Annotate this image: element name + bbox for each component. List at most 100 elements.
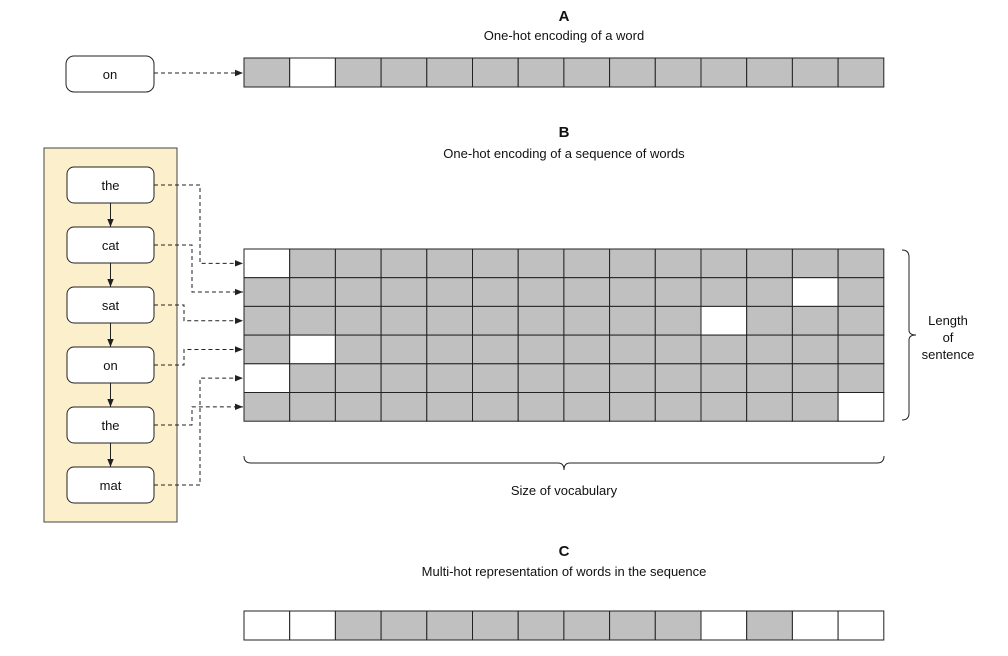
sequence-words: the cat sat on the mat xyxy=(66,166,155,504)
vector-c-cell xyxy=(426,610,473,641)
matrix-cell xyxy=(837,248,885,279)
section-c-title: Multi-hot representation of words in the… xyxy=(422,564,707,579)
matrix-cell xyxy=(472,305,519,336)
matrix-cell xyxy=(472,248,519,279)
vector-c-cell xyxy=(654,610,702,641)
section-b-letter: B xyxy=(559,124,570,141)
vector-a-cell xyxy=(243,57,291,88)
matrix-cell xyxy=(380,392,428,422)
matrix-cell xyxy=(609,248,656,279)
matrix-cell xyxy=(563,305,611,336)
vector-a-cell xyxy=(517,57,565,88)
matrix-cell xyxy=(700,248,748,279)
matrix-cell xyxy=(563,392,611,422)
section-a-title: One-hot encoding of a word xyxy=(484,28,644,43)
matrix-cell xyxy=(334,363,382,393)
matrix-cell xyxy=(609,363,656,393)
vocab-bracket xyxy=(243,455,885,471)
vector-c-cell xyxy=(700,610,748,641)
matrix-cell xyxy=(472,392,519,422)
vector-c-cell xyxy=(746,610,793,641)
matrix-cell xyxy=(426,363,473,393)
vector-a-cell xyxy=(746,57,793,88)
matrix-cell xyxy=(609,392,656,422)
sequence-word: the xyxy=(101,418,119,433)
matrix-cell xyxy=(837,334,885,365)
sequence-word: sat xyxy=(102,298,120,313)
matrix-cell xyxy=(289,363,336,393)
word-to-row-arrow xyxy=(154,346,243,366)
vector-c-cell xyxy=(334,610,382,641)
matrix-cell xyxy=(517,277,565,307)
matrix-cell xyxy=(517,363,565,393)
word-to-row-arrow xyxy=(154,184,243,267)
matrix-cell xyxy=(243,277,291,307)
vector-a-cell xyxy=(609,57,656,88)
matrix-cell xyxy=(563,277,611,307)
matrix-cell xyxy=(791,363,839,393)
matrix-cell xyxy=(791,392,839,422)
matrix-cell xyxy=(746,248,793,279)
matrix-cell xyxy=(517,248,565,279)
matrix-cell xyxy=(517,305,565,336)
matrix-cell xyxy=(791,277,839,307)
matrix-cell xyxy=(654,277,702,307)
matrix-cell xyxy=(654,305,702,336)
matrix-cell xyxy=(654,334,702,365)
matrix-cell xyxy=(837,305,885,336)
sequence-arrows xyxy=(154,184,243,486)
matrix-cell xyxy=(563,248,611,279)
matrix-cell xyxy=(654,392,702,422)
matrix-cell xyxy=(609,277,656,307)
matrix-cell xyxy=(746,334,793,365)
word-box-on xyxy=(65,55,155,93)
section-a-letter: A xyxy=(559,8,570,25)
matrix-cell xyxy=(700,305,748,336)
word-to-row-arrow xyxy=(154,374,243,486)
matrix-cell xyxy=(791,334,839,365)
sequence-word: cat xyxy=(102,238,120,253)
matrix-cell xyxy=(289,248,336,279)
matrix-cell xyxy=(380,277,428,307)
matrix-cell xyxy=(746,363,793,393)
matrix-cell xyxy=(334,334,382,365)
matrix-cell xyxy=(563,334,611,365)
vector-a-cell xyxy=(563,57,611,88)
matrix-cell xyxy=(289,392,336,422)
length-label-line2: of xyxy=(943,330,954,345)
matrix-cell xyxy=(746,277,793,307)
matrix-cell xyxy=(746,392,793,422)
matrix-cell xyxy=(746,305,793,336)
matrix-cell xyxy=(380,334,428,365)
length-label-line3: sentence xyxy=(922,347,975,362)
vector-c-cell xyxy=(609,610,656,641)
matrix-cell xyxy=(700,277,748,307)
matrix-cell xyxy=(380,248,428,279)
matrix-cell xyxy=(334,305,382,336)
vector-c-cell xyxy=(472,610,519,641)
matrix-cell xyxy=(243,334,291,365)
vocab-label: Size of vocabulary xyxy=(511,483,618,498)
matrix-cell xyxy=(700,363,748,393)
matrix-cell xyxy=(472,277,519,307)
matrix-cell xyxy=(243,392,291,422)
vector-a-cell xyxy=(334,57,382,88)
matrix-cell xyxy=(243,363,291,393)
matrix-cell xyxy=(791,248,839,279)
section-b-matrix xyxy=(243,248,885,422)
matrix-cell xyxy=(609,334,656,365)
matrix-cell xyxy=(700,392,748,422)
matrix-cell xyxy=(654,363,702,393)
matrix-cell xyxy=(517,392,565,422)
word-to-row-arrow xyxy=(154,304,243,324)
vector-c-cell xyxy=(380,610,428,641)
matrix-cell xyxy=(426,248,473,279)
matrix-cell xyxy=(243,305,291,336)
sequence-word: on xyxy=(103,358,117,373)
matrix-cell xyxy=(334,392,382,422)
matrix-cell xyxy=(243,248,291,279)
matrix-cell xyxy=(609,305,656,336)
matrix-cell xyxy=(426,305,473,336)
vector-c-cell xyxy=(563,610,611,641)
